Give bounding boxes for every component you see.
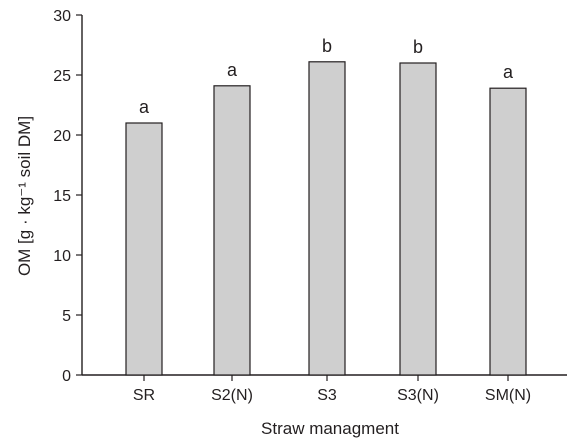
significance-labels: a a b b a (139, 36, 514, 117)
bar-SR (125, 122, 163, 376)
x-axis-title: Straw managment (261, 419, 399, 438)
y-tick-label: 10 (53, 248, 71, 265)
bar-SM(N) (489, 87, 527, 376)
x-tick-label: SR (133, 387, 155, 404)
x-tick-label: S2(N) (211, 387, 253, 404)
significance-label: b (413, 37, 423, 57)
bar-S3(N) (399, 62, 437, 376)
y-tick-label: 15 (53, 188, 71, 205)
significance-label: a (503, 62, 514, 82)
bar-S3 (308, 61, 346, 376)
bar-S2(N) (213, 85, 251, 376)
x-axis: SR S2(N) S3 S3(N) SM(N) (82, 374, 567, 404)
significance-label: b (322, 36, 332, 56)
y-tick-label: 20 (53, 128, 71, 145)
significance-label: a (227, 60, 238, 80)
bars (125, 61, 527, 376)
y-axis: 0 5 10 15 20 25 30 (53, 8, 83, 385)
x-tick-label: S3 (317, 387, 337, 404)
y-tick-label: 0 (62, 368, 71, 385)
y-tick-label: 30 (53, 8, 71, 25)
y-tick-label: 25 (53, 68, 71, 85)
y-tick-label: 5 (62, 308, 71, 325)
x-tick-label: SM(N) (485, 387, 531, 404)
x-tick-label: S3(N) (397, 387, 439, 404)
significance-label: a (139, 97, 150, 117)
y-axis-title: OM [g · kg⁻¹ soil DM] (15, 116, 34, 276)
